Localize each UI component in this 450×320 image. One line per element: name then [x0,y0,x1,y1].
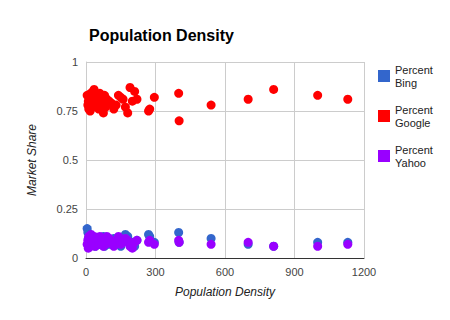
svg-text:Population Density: Population Density [175,285,276,299]
svg-text:Market Share: Market Share [25,124,39,196]
svg-text:300: 300 [146,266,164,278]
svg-text:0.5: 0.5 [63,154,78,166]
svg-text:Bing: Bing [395,77,417,89]
svg-text:0: 0 [83,266,89,278]
svg-text:600: 600 [216,266,234,278]
svg-text:Percent: Percent [395,64,436,76]
svg-text:Percent: Percent [395,104,436,116]
svg-text:0.75: 0.75 [57,105,78,117]
svg-text:0.25: 0.25 [57,203,78,215]
svg-text:Yahoo: Yahoo [395,157,426,169]
svg-text:1: 1 [72,56,78,68]
svg-text:900: 900 [285,266,303,278]
svg-text:1200: 1200 [352,266,376,278]
svg-text:Population Density: Population Density [89,27,234,44]
svg-text:0: 0 [72,252,78,264]
svg-text:Percent: Percent [395,144,436,156]
svg-text:Google: Google [395,117,430,129]
